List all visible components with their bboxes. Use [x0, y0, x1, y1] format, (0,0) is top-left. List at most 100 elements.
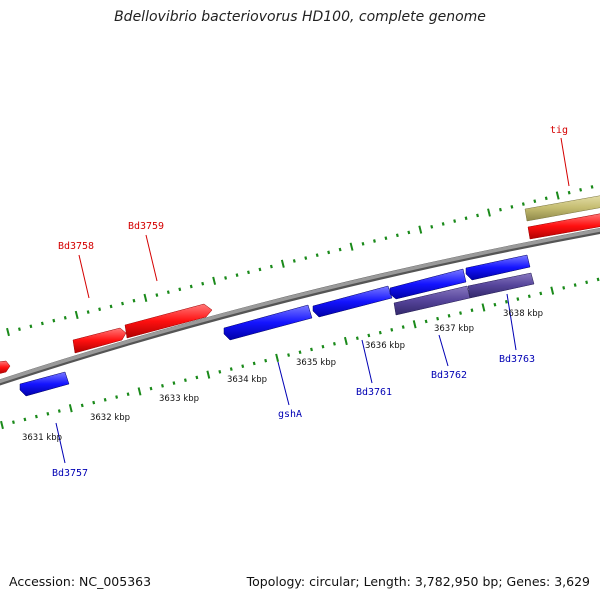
major-tick: [280, 259, 285, 268]
accession-label: Accession: NC_005363: [9, 574, 152, 589]
minor-tick: [298, 350, 302, 355]
minor-tick: [12, 420, 15, 425]
gene-label-bd3758[interactable]: Bd3758: [58, 241, 94, 252]
major-tick: [74, 310, 79, 320]
minor-tick: [476, 213, 479, 218]
minor-tick: [373, 239, 376, 243]
minor-tick: [395, 233, 399, 238]
minor-tick: [161, 384, 164, 388]
kbp-label-3632: 3632 kbp: [90, 413, 130, 423]
minor-tick: [17, 327, 21, 331]
minor-tick: [436, 316, 440, 321]
gene-arrow-bd3762[interactable]: [389, 268, 467, 300]
minor-tick: [332, 342, 336, 346]
minor-tick: [264, 358, 268, 363]
minor-tick: [459, 311, 462, 315]
minor-tick: [510, 205, 514, 209]
forward-tick-track: [6, 185, 594, 337]
gene-label-bd3761[interactable]: Bd3761: [356, 387, 392, 398]
minor-tick: [453, 219, 457, 223]
minor-tick: [516, 297, 520, 301]
major-tick: [343, 336, 348, 346]
kbp-label-3634: 3634 kbp: [227, 375, 267, 385]
minor-tick: [378, 330, 382, 335]
minor-tick: [92, 400, 96, 405]
gene-label-tig[interactable]: tig: [550, 125, 568, 136]
minor-tick: [447, 314, 451, 318]
major-tick: [137, 387, 142, 396]
gene-label-bd3763[interactable]: Bd3763: [499, 354, 535, 365]
minor-tick: [57, 409, 61, 413]
minor-tick: [247, 270, 250, 275]
minor-tick: [258, 267, 262, 272]
gene-label-bd3759[interactable]: Bd3759: [128, 221, 164, 232]
reverse-genes: [19, 254, 535, 397]
major-tick: [0, 420, 4, 430]
major-tick: [418, 225, 423, 234]
minor-tick: [539, 291, 543, 296]
minor-tick: [321, 344, 325, 349]
map-title: Bdellovibrio bacteriovorus HD100, comple…: [114, 9, 486, 25]
minor-tick: [269, 264, 273, 269]
minor-tick: [585, 280, 589, 285]
gene-arrow-bd3759[interactable]: [124, 303, 213, 339]
minor-tick: [590, 185, 594, 189]
forward-genes: [0, 195, 600, 374]
minor-tick: [98, 307, 102, 312]
minor-tick: [441, 222, 445, 226]
minor-tick: [384, 236, 388, 240]
kbp-label-3637: 3637 kbp: [434, 324, 474, 334]
gene-label-bd3762[interactable]: Bd3762: [431, 370, 467, 381]
minor-tick: [29, 324, 33, 329]
major-tick: [481, 303, 486, 312]
minor-tick: [407, 230, 411, 235]
major-tick: [555, 191, 560, 200]
major-tick: [212, 276, 217, 285]
minor-tick: [109, 304, 113, 309]
gene-arrow-bd3761[interactable]: [312, 285, 393, 318]
gene-arrow-gsha[interactable]: [223, 304, 313, 341]
gene-arrow-tig[interactable]: [527, 213, 600, 240]
minor-tick: [401, 325, 405, 329]
minor-tick: [533, 199, 537, 204]
gene-arrow-partial-left[interactable]: [0, 360, 11, 374]
minor-tick: [327, 250, 331, 255]
minor-tick: [195, 375, 199, 380]
gene-arrow-bd3758[interactable]: [72, 327, 127, 354]
minor-tick: [241, 364, 245, 369]
minor-tick: [132, 298, 136, 303]
minor-tick: [292, 259, 296, 263]
minor-tick: [390, 328, 394, 332]
minor-tick: [430, 224, 434, 229]
major-tick: [349, 242, 354, 251]
minor-tick: [115, 395, 119, 399]
gene-label-gsha[interactable]: gshA: [278, 409, 302, 420]
major-tick: [412, 320, 417, 329]
minor-tick: [189, 284, 193, 289]
minor-tick: [355, 336, 359, 341]
major-tick: [206, 370, 211, 379]
minor-tick: [183, 378, 187, 383]
minor-tick: [567, 190, 571, 195]
minor-tick: [424, 319, 428, 324]
genome-backbone: [0, 227, 600, 386]
minor-tick: [579, 187, 583, 192]
minor-tick: [178, 287, 182, 292]
gene-label-bd3757[interactable]: Bd3757: [52, 468, 88, 479]
minor-tick: [172, 381, 176, 385]
kbp-label-3633: 3633 kbp: [159, 394, 199, 404]
minor-tick: [229, 367, 233, 371]
gene-arrow-bd3763[interactable]: [465, 254, 531, 281]
reverse-tick-track: [0, 277, 600, 430]
feature-tan-bar[interactable]: [524, 195, 600, 222]
gene-arrow-bd3757[interactable]: [19, 371, 70, 397]
minor-tick: [121, 301, 124, 306]
minor-tick: [304, 256, 308, 260]
minor-tick: [310, 347, 313, 352]
minor-tick: [464, 216, 468, 221]
major-tick: [68, 404, 73, 413]
minor-tick: [470, 308, 474, 313]
highlight-bar-bd3763[interactable]: [467, 272, 535, 299]
minor-tick: [52, 318, 56, 323]
